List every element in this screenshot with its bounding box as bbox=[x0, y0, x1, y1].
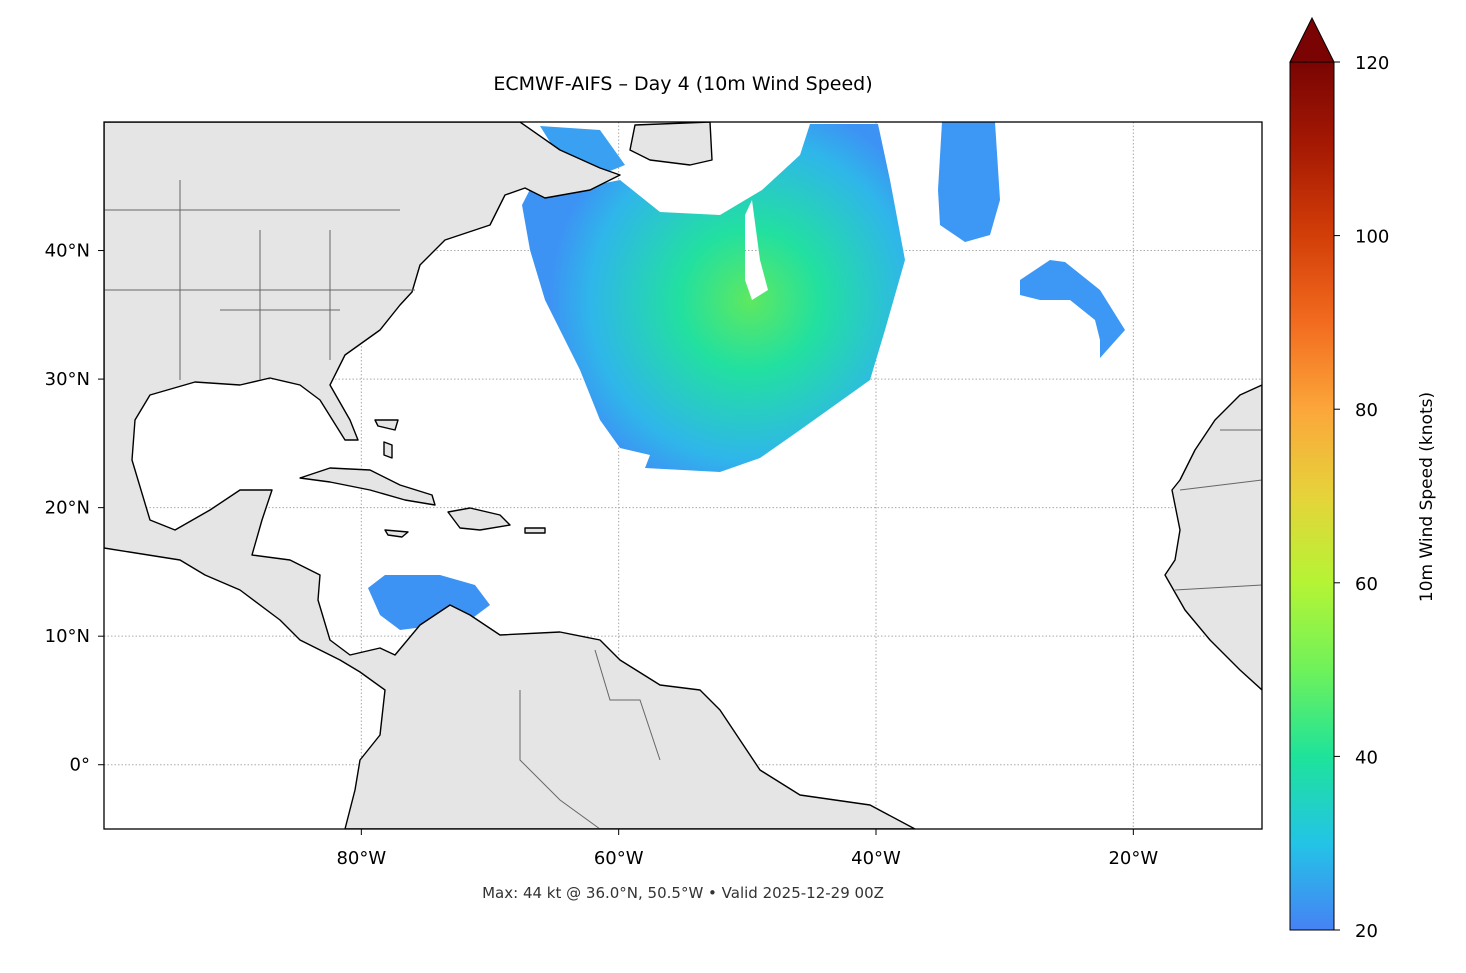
map-frame bbox=[103, 121, 1263, 830]
colorbar-extend bbox=[1289, 16, 1335, 63]
x-tick-label: 80°W bbox=[336, 848, 386, 869]
y-tick-label: 0° bbox=[70, 755, 90, 776]
chart-title: ECMWF-AIFS – Day 4 (10m Wind Speed) bbox=[493, 73, 872, 95]
colorbar-tick-label: 40 bbox=[1355, 747, 1378, 768]
x-tick-label: 20°W bbox=[1108, 848, 1158, 869]
colorbar-tick-label: 20 bbox=[1355, 921, 1378, 942]
map bbox=[104, 122, 1262, 829]
colorbar-tick-label: 100 bbox=[1355, 227, 1389, 248]
colorbar-tick-label: 60 bbox=[1355, 574, 1378, 595]
annotation: Max: 44 kt @ 36.0°N, 50.5°W • Valid 2025… bbox=[482, 884, 884, 902]
colorbar-tick-label: 80 bbox=[1355, 400, 1378, 421]
colorbar-label: 10m Wind Speed (knots) bbox=[1417, 392, 1437, 602]
y-tick-label: 10°N bbox=[45, 626, 90, 647]
x-tick-label: 40°W bbox=[851, 848, 901, 869]
y-tick-label: 30°N bbox=[45, 369, 90, 390]
land bbox=[104, 122, 1262, 829]
x-tick-label: 60°W bbox=[594, 848, 644, 869]
y-tick-label: 40°N bbox=[45, 241, 90, 262]
wind-field bbox=[1020, 260, 1125, 358]
y-tick-label: 20°N bbox=[45, 498, 90, 519]
axes: 80°W 60°W 40°W 20°W 0° 10°N 20°N 30°N 40°N bbox=[45, 241, 1159, 869]
colorbar bbox=[1289, 61, 1335, 931]
colorbar-tick-label: 120 bbox=[1355, 53, 1389, 74]
wind-field bbox=[522, 124, 905, 472]
wind-field bbox=[938, 122, 1000, 242]
